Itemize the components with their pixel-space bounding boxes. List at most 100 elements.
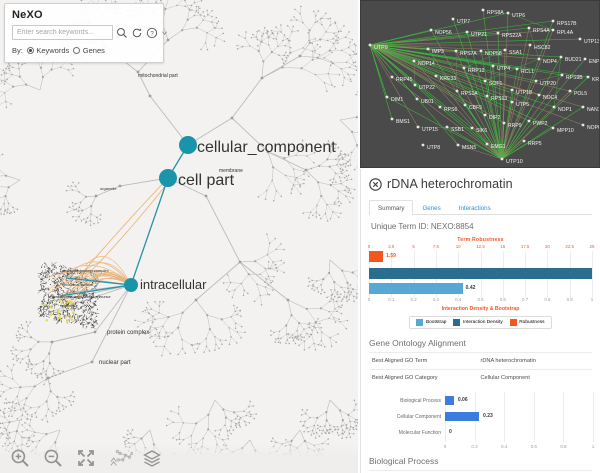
tab-summary[interactable]: Summary bbox=[369, 200, 414, 215]
tree-highlight-node-0[interactable] bbox=[179, 136, 197, 154]
gene-node[interactable] bbox=[537, 57, 541, 61]
gene-node-label[interactable]: IMP3 bbox=[432, 49, 444, 55]
gene-node-label[interactable]: PWP2 bbox=[533, 121, 548, 127]
gene-node[interactable] bbox=[581, 105, 585, 109]
gene-node-label[interactable]: BUD21 bbox=[565, 57, 582, 63]
tree-node-label[interactable]: nuclear part bbox=[99, 360, 131, 366]
gene-node-label[interactable]: UTP15 bbox=[422, 127, 438, 133]
tree-node-label[interactable]: preribosome, large subunit precursor bbox=[52, 295, 112, 299]
gene-interaction-network-panel[interactable]: UTP9 RPS8A UTP6 UTP7 RPS17B NOP56 UTP21 RPS22A R… bbox=[360, 0, 600, 168]
gene-node-label[interactable]: SIK6 bbox=[476, 128, 487, 134]
gene-node[interactable] bbox=[429, 28, 433, 32]
chevron-down-icon[interactable] bbox=[161, 27, 168, 39]
gene-node[interactable] bbox=[451, 17, 455, 21]
gene-node[interactable] bbox=[586, 75, 590, 79]
gene-node-label[interactable]: NOC4 bbox=[543, 95, 557, 101]
close-circle-icon[interactable] bbox=[369, 177, 382, 191]
gene-node[interactable] bbox=[456, 143, 460, 147]
refresh-icon[interactable] bbox=[131, 27, 143, 39]
gene-node[interactable] bbox=[551, 19, 555, 23]
gene-node-label[interactable]: SOF1 bbox=[489, 81, 502, 87]
gene-node-label[interactable]: RPS6 bbox=[444, 107, 457, 113]
gene-node-label[interactable]: SSA1 bbox=[509, 50, 522, 56]
gene-node-label[interactable]: SSB1 bbox=[451, 127, 464, 133]
zoom-out-icon[interactable] bbox=[43, 448, 63, 468]
detail-tabs[interactable]: Summary Genes Interactions bbox=[369, 199, 592, 215]
gene-node-label[interactable]: UB01 bbox=[421, 99, 434, 105]
gene-node-label[interactable]: NOP1 bbox=[558, 107, 572, 113]
gene-node-label[interactable]: NAN1 bbox=[587, 107, 600, 113]
gene-node-label[interactable]: EMG1 bbox=[491, 144, 506, 150]
go-chart-bar[interactable] bbox=[445, 396, 454, 405]
gene-node-label[interactable]: MSN5 bbox=[462, 145, 476, 151]
gene-node[interactable] bbox=[413, 83, 417, 87]
gene-node-label[interactable]: RRP9 bbox=[508, 123, 522, 129]
gene-node[interactable] bbox=[581, 123, 585, 127]
tree-node-label[interactable]: cell part bbox=[178, 172, 235, 189]
gene-node[interactable] bbox=[416, 125, 420, 129]
gene-node-label[interactable]: NOP6 bbox=[587, 125, 600, 131]
gene-node-label[interactable]: UTP5 bbox=[516, 102, 529, 108]
gene-node-label[interactable]: DIM1 bbox=[391, 97, 403, 103]
radio-keywords-icon[interactable] bbox=[26, 47, 34, 54]
gene-node-label[interactable]: RPS9B bbox=[566, 75, 583, 81]
tree-toolbar[interactable] bbox=[0, 443, 358, 473]
gene-node-label[interactable]: RRP45 bbox=[396, 77, 413, 83]
gene-node[interactable] bbox=[491, 64, 495, 68]
search-icon[interactable] bbox=[116, 27, 128, 39]
gene-node[interactable] bbox=[534, 79, 538, 83]
search-panel[interactable]: NeXO ? By: Keywords Genes bbox=[4, 3, 167, 63]
gene-node-label[interactable]: UTP6 bbox=[512, 13, 525, 19]
gene-node[interactable] bbox=[510, 100, 514, 104]
gene-node[interactable] bbox=[568, 89, 572, 93]
search-by-keywords[interactable]: Keywords bbox=[26, 46, 69, 55]
gene-node[interactable] bbox=[434, 74, 438, 78]
gene-node[interactable] bbox=[415, 97, 419, 101]
tree-node-label[interactable]: membrane bbox=[219, 168, 243, 174]
gene-node[interactable] bbox=[455, 89, 459, 93]
gene-node[interactable] bbox=[552, 105, 556, 109]
tree-node-label[interactable]: ribosomal subunit bbox=[62, 282, 94, 287]
gene-node[interactable] bbox=[500, 157, 504, 161]
gene-node[interactable] bbox=[551, 126, 555, 130]
gene-node-label[interactable]: UTP13 bbox=[584, 39, 600, 45]
tree-node-label[interactable]: nucleolus bbox=[60, 304, 75, 308]
tree-node-label[interactable]: mitochondrial part bbox=[138, 73, 178, 79]
gene-node[interactable] bbox=[463, 103, 467, 107]
gene-node-label[interactable]: UTP9 bbox=[374, 45, 388, 51]
gene-node-label[interactable]: RPS8A bbox=[487, 10, 504, 16]
go-chart-bar[interactable] bbox=[445, 412, 480, 421]
gene-node[interactable] bbox=[445, 125, 449, 129]
zoom-in-icon[interactable] bbox=[10, 448, 30, 468]
gene-node-label[interactable]: RPL4A bbox=[557, 30, 574, 36]
tab-interactions[interactable]: Interactions bbox=[458, 204, 491, 212]
gene-node[interactable] bbox=[462, 66, 466, 70]
gene-node-label[interactable]: UTP10 bbox=[506, 159, 523, 165]
gene-interaction-graph[interactable]: UTP9 RPS8A UTP6 UTP7 RPS17B NOP56 UTP21 RPS22A R… bbox=[361, 1, 600, 168]
search-by-genes[interactable]: Genes bbox=[73, 46, 105, 55]
gene-node[interactable] bbox=[426, 47, 430, 51]
gene-node-label[interactable]: UTP8 bbox=[427, 145, 440, 151]
tree-node-label[interactable]: cellular_component bbox=[197, 139, 336, 156]
radio-genes-icon[interactable] bbox=[73, 47, 81, 54]
gene-node-label[interactable]: RPS4A bbox=[533, 28, 550, 34]
gene-node-label[interactable]: NOP56 bbox=[435, 30, 452, 36]
gene-node[interactable] bbox=[527, 26, 531, 30]
gene-node[interactable] bbox=[385, 95, 389, 99]
gene-node-label[interactable]: MPP10 bbox=[557, 128, 574, 134]
gene-node-label[interactable]: CBF5 bbox=[469, 105, 482, 111]
help-icon[interactable]: ? bbox=[146, 27, 158, 39]
fit-screen-icon[interactable] bbox=[76, 448, 96, 468]
search-input[interactable] bbox=[12, 25, 113, 40]
tree-node-label[interactable]: organelle bbox=[100, 186, 117, 191]
gene-node[interactable] bbox=[390, 75, 394, 79]
gene-node-label[interactable]: RPS17B bbox=[557, 21, 577, 27]
gene-node-label[interactable]: NOP14 bbox=[418, 61, 435, 67]
gene-node[interactable] bbox=[438, 105, 442, 109]
gene-node[interactable] bbox=[527, 119, 531, 123]
gene-node[interactable] bbox=[528, 43, 532, 47]
gene-node[interactable] bbox=[481, 8, 485, 12]
tab-genes[interactable]: Genes bbox=[422, 204, 441, 212]
gene-node[interactable] bbox=[510, 88, 514, 92]
